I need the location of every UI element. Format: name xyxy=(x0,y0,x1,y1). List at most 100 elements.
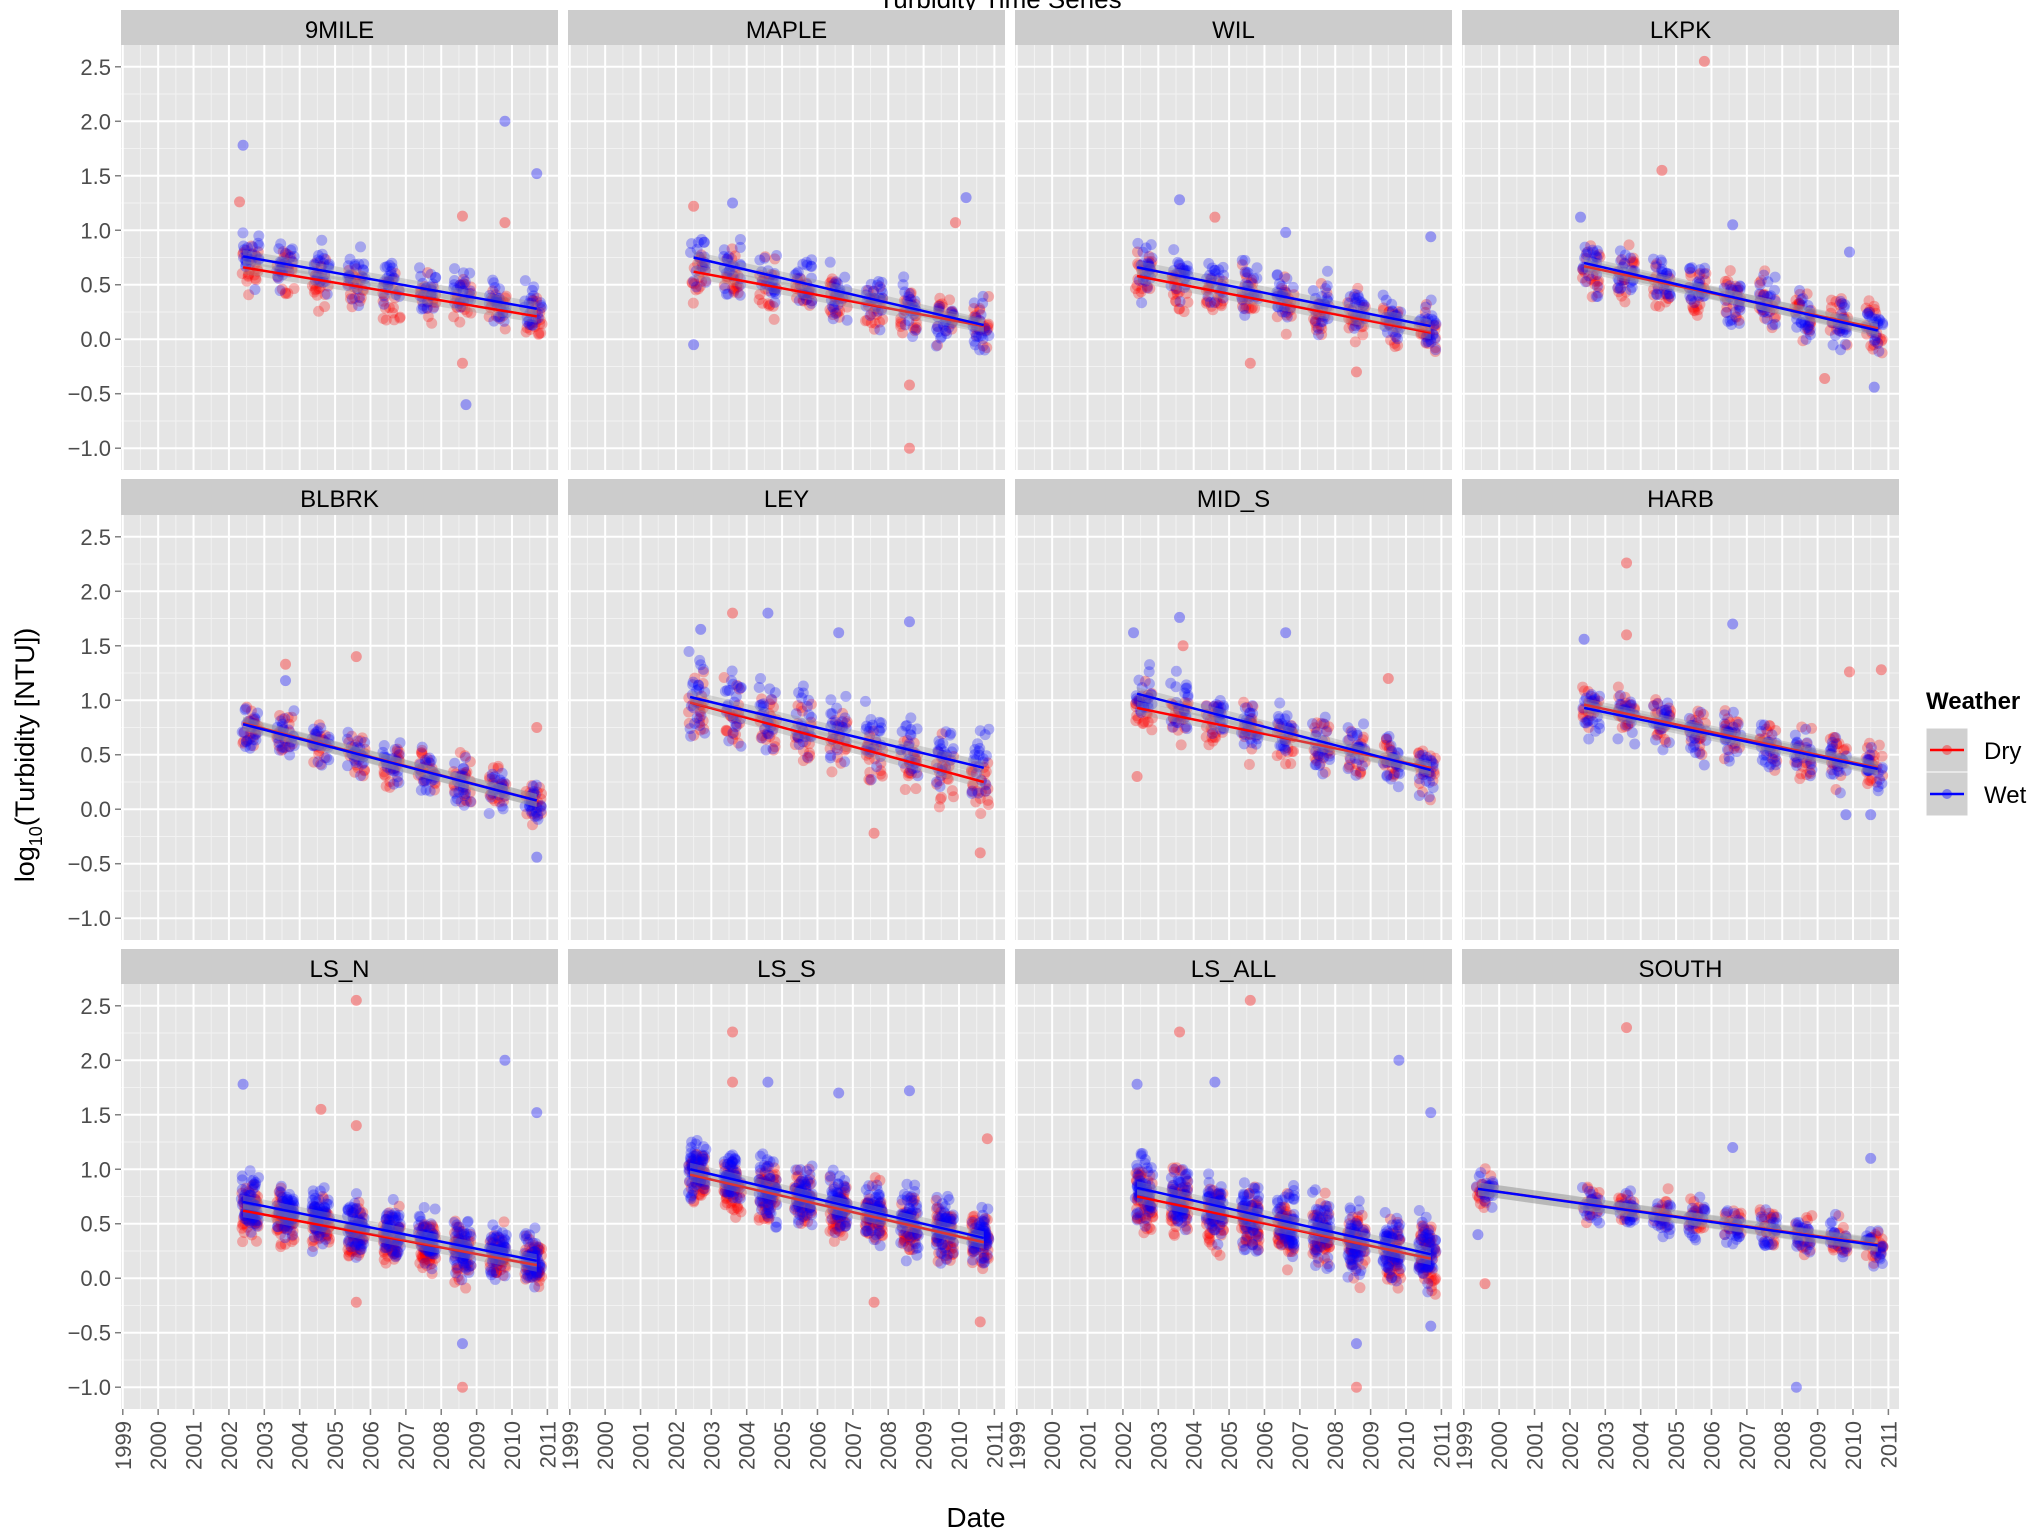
point-wet xyxy=(793,687,804,698)
point-wet xyxy=(1175,296,1186,307)
point-wet xyxy=(1430,318,1441,329)
point-wet xyxy=(279,713,290,724)
point-wet xyxy=(1313,323,1324,334)
point-wet xyxy=(1719,709,1730,720)
point-wet xyxy=(414,262,425,273)
point-wet xyxy=(415,1212,426,1223)
point-dry xyxy=(378,313,389,324)
point-wet xyxy=(355,241,366,252)
point-wet xyxy=(1343,722,1354,733)
point-wet xyxy=(313,756,324,767)
point-wet xyxy=(450,1268,461,1279)
point-dry xyxy=(1577,682,1588,693)
point-wet xyxy=(249,1182,260,1193)
point-wet xyxy=(825,257,836,268)
point-wet xyxy=(1722,316,1733,327)
point-outlier-wet xyxy=(1727,219,1738,230)
point-wet xyxy=(860,696,871,707)
point-wet xyxy=(719,244,730,255)
point-outlier-dry xyxy=(1383,673,1394,684)
point-wet xyxy=(1592,281,1603,292)
point-wet xyxy=(1144,659,1155,670)
point-wet xyxy=(1426,295,1437,306)
y-tick-label: 1.0 xyxy=(80,1157,111,1182)
point-dry xyxy=(1864,295,1875,306)
point-wet xyxy=(343,727,354,738)
point-dry xyxy=(1650,300,1661,311)
point-outlier-wet xyxy=(457,1338,468,1349)
point-wet xyxy=(459,1229,470,1240)
point-outlier-dry xyxy=(457,358,468,369)
point-wet xyxy=(1132,238,1143,249)
point-wet xyxy=(1612,733,1623,744)
point-wet xyxy=(1183,690,1194,701)
point-outlier-wet xyxy=(1727,618,1738,629)
point-wet xyxy=(288,705,299,716)
point-wet xyxy=(874,324,885,335)
point-wet xyxy=(381,1210,392,1221)
point-wet xyxy=(379,740,390,751)
y-tick-label: 0.0 xyxy=(80,1266,111,1291)
point-dry xyxy=(731,1202,742,1213)
y-tick-label: 1.0 xyxy=(80,688,111,713)
point-dry xyxy=(454,317,465,328)
point-outlier-dry xyxy=(1351,366,1362,377)
point-outlier-dry xyxy=(499,217,510,228)
point-outlier-dry xyxy=(1132,771,1143,782)
y-tick-label: −0.5 xyxy=(68,1321,111,1346)
point-wet xyxy=(1664,737,1675,748)
point-wet xyxy=(499,1270,510,1281)
point-wet xyxy=(842,315,853,326)
point-wet xyxy=(1322,280,1333,291)
point-dry xyxy=(982,795,993,806)
point-wet xyxy=(449,1217,460,1228)
point-wet xyxy=(1144,678,1155,689)
point-wet xyxy=(866,774,877,785)
point-wet xyxy=(1237,255,1248,266)
facet-label: BLBRK xyxy=(300,486,379,513)
point-wet xyxy=(1625,284,1636,295)
point-wet xyxy=(905,712,916,723)
y-tick-label: 2.0 xyxy=(80,1048,111,1073)
point-dry xyxy=(499,1216,510,1227)
point-dry xyxy=(934,801,945,812)
point-outlier-dry xyxy=(457,1382,468,1393)
point-wet xyxy=(382,261,393,272)
point-dry xyxy=(1877,751,1888,762)
y-tick-label: 0.0 xyxy=(80,797,111,822)
y-tick-label: 2.0 xyxy=(80,579,111,604)
facet-label: MAPLE xyxy=(746,17,827,44)
panel-lkpk: LKPK xyxy=(1462,10,1899,470)
point-outlier-wet xyxy=(904,616,915,627)
point-dry xyxy=(1281,329,1292,340)
point-outlier-wet xyxy=(1865,809,1876,820)
point-wet xyxy=(1758,270,1769,281)
point-outlier-dry xyxy=(1178,640,1189,651)
point-outlier-dry xyxy=(1245,358,1256,369)
point-wet xyxy=(520,275,531,286)
point-dry xyxy=(394,313,405,324)
point-wet xyxy=(969,336,980,347)
point-wet xyxy=(898,279,909,290)
point-dry xyxy=(1862,778,1873,789)
point-wet xyxy=(323,754,334,765)
point-wet xyxy=(351,1188,362,1199)
point-wet xyxy=(1828,339,1839,350)
y-tick-label: 1.0 xyxy=(80,218,111,243)
point-wet xyxy=(735,290,746,301)
point-outlier-dry xyxy=(351,1297,362,1308)
point-wet xyxy=(840,691,851,702)
x-tick-label: 2000 xyxy=(146,1421,171,1470)
point-wet xyxy=(1322,266,1333,277)
panel-maple: MAPLE xyxy=(568,10,1005,470)
point-wet xyxy=(727,666,738,677)
point-wet xyxy=(1689,740,1700,751)
point-outlier-dry xyxy=(1876,664,1887,675)
point-wet xyxy=(1805,770,1816,781)
y-tick-label: −1.0 xyxy=(68,1375,111,1400)
